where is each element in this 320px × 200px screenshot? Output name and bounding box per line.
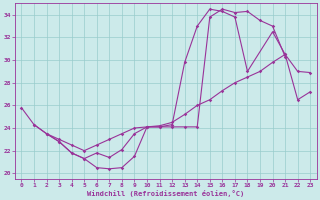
X-axis label: Windchill (Refroidissement éolien,°C): Windchill (Refroidissement éolien,°C) xyxy=(87,190,244,197)
